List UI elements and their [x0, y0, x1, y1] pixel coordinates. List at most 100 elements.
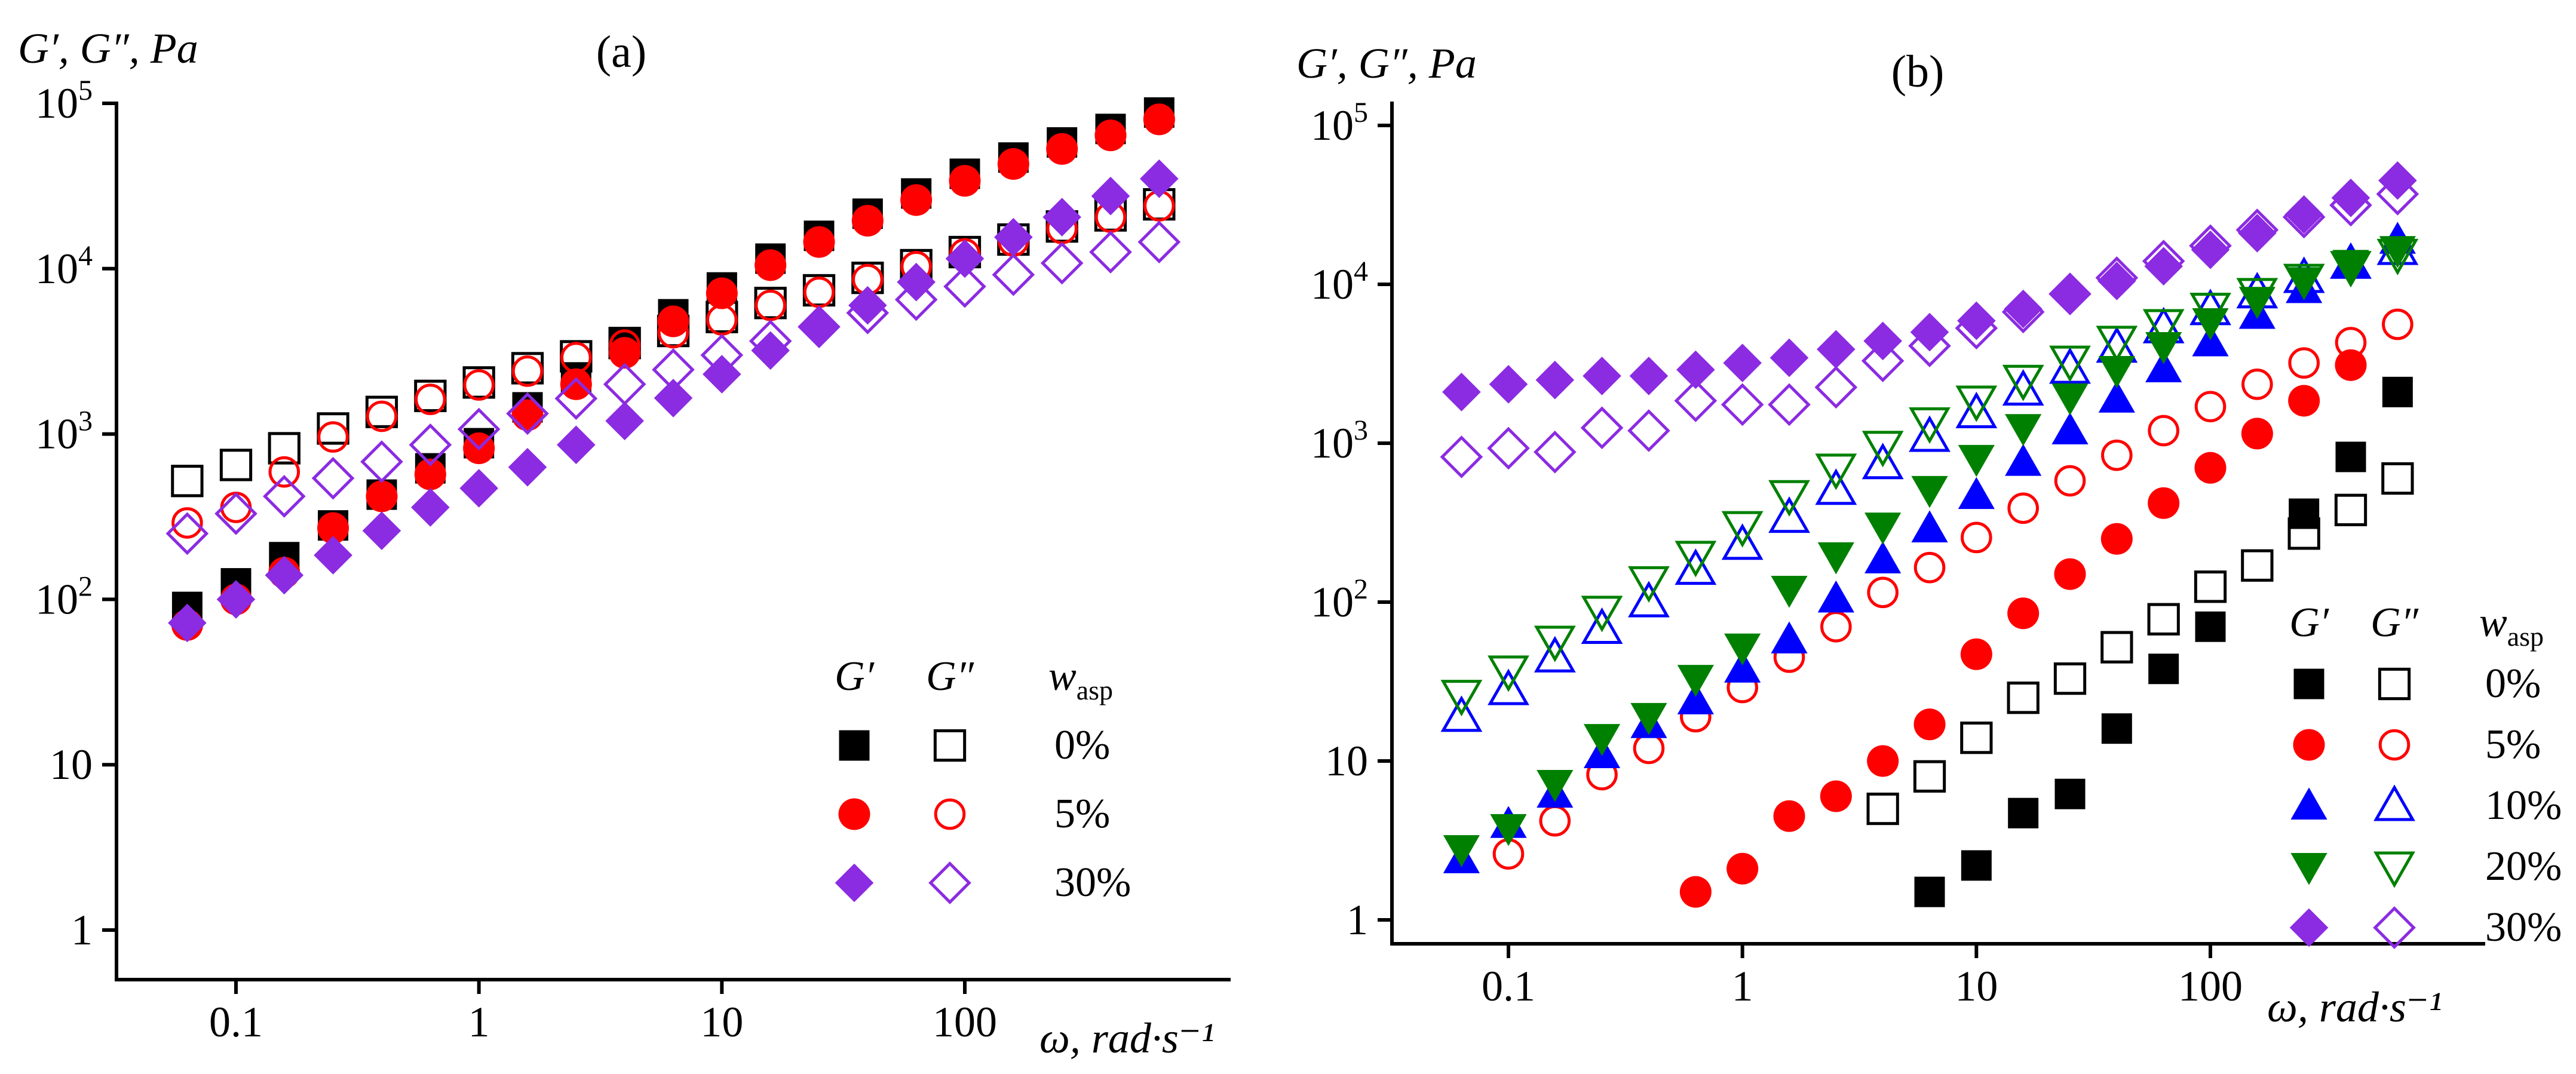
- panel-b-label: (b): [1891, 47, 1945, 97]
- data-point-gprime: [609, 337, 641, 369]
- data-point-gdoubleprime: [2288, 347, 2320, 379]
- data-point-gdoubleprime: [1815, 453, 1857, 490]
- data-point-gprime: [1913, 708, 1946, 741]
- y-tick-exponent: 3: [78, 406, 93, 437]
- data-point-gdoubleprime: [1909, 407, 1951, 444]
- data-point-gprime: [2144, 247, 2183, 286]
- data-point-gdoubleprime: [171, 465, 204, 498]
- data-point-gprime: [1914, 876, 1945, 907]
- panel-a-ylabel: G′, G″, Pa: [18, 24, 198, 72]
- x-tick-label: 10: [700, 998, 743, 1046]
- data-point-gprime: [1864, 541, 1902, 573]
- data-point-gprime: [2378, 161, 2417, 200]
- data-point-gdoubleprime: [2096, 326, 2138, 363]
- data-point-gprime: [949, 165, 981, 197]
- data-point-gprime: [317, 512, 349, 544]
- legend-label: 0%: [1054, 722, 1110, 768]
- data-point-gdoubleprime: [1440, 435, 1483, 478]
- y-tick-exponent: 2: [78, 570, 93, 602]
- data-point-gdoubleprime: [1768, 480, 1810, 517]
- data-point-gprime: [2050, 276, 2090, 315]
- data-point-gprime: [2098, 380, 2135, 413]
- data-point-gdoubleprime: [603, 363, 646, 406]
- x-tick-label: 1: [468, 998, 490, 1046]
- data-point-gprime: [265, 556, 304, 595]
- data-point-gdoubleprime: [2049, 345, 2091, 382]
- data-point-gdoubleprime: [706, 304, 738, 336]
- data-point-gdoubleprime: [2007, 681, 2040, 714]
- data-point-gprime: [2054, 558, 2086, 590]
- y-tick-base: 10: [35, 575, 78, 623]
- legend-label: 5%: [2485, 722, 2541, 768]
- legend-marker-gdoubleprime: [934, 798, 966, 830]
- y-tick-label: 105: [35, 75, 93, 127]
- data-point-gprime: [1535, 360, 1575, 400]
- data-point-gprime: [1770, 338, 1809, 378]
- data-point-gdoubleprime: [1908, 324, 1951, 367]
- data-point-gprime: [1817, 542, 1854, 575]
- y-tick-label: 102: [1311, 573, 1368, 626]
- data-point-gprime: [1911, 510, 1948, 542]
- data-point-gprime: [1537, 769, 1574, 802]
- legend-header-gdoubleprime: G″: [2370, 600, 2419, 646]
- data-point-gdoubleprime: [2382, 308, 2414, 340]
- legend-header-w: w: [1048, 653, 1077, 699]
- data-point-gprime: [803, 226, 835, 258]
- x-tick-label: 100: [933, 998, 997, 1046]
- data-point-gprime: [560, 368, 592, 400]
- data-point-gprime: [2284, 195, 2323, 234]
- data-point-gdoubleprime: [1913, 760, 1946, 793]
- data-point-gprime: [1677, 665, 1714, 697]
- data-point-gdoubleprime: [755, 289, 786, 321]
- y-tick-base: 10: [1311, 578, 1354, 626]
- data-point-gprime: [2382, 376, 2413, 407]
- legend-marker-gprime: [2290, 787, 2327, 820]
- data-point-gdoubleprime: [219, 449, 253, 481]
- y-tick-label: 10: [50, 741, 93, 788]
- data-point-gdoubleprime: [2147, 603, 2180, 636]
- data-point-gdoubleprime: [214, 492, 257, 535]
- data-point-gprime: [2335, 349, 2367, 381]
- data-point-gdoubleprime: [506, 392, 549, 435]
- data-point-gprime: [1724, 650, 1761, 683]
- y-tick-exponent: 5: [78, 75, 93, 106]
- data-point-gdoubleprime: [171, 507, 203, 539]
- data-point-gprime: [1583, 724, 1621, 756]
- data-point-gdoubleprime: [457, 407, 501, 451]
- data-point-gdoubleprime: [2002, 369, 2044, 406]
- data-point-gprime: [1490, 814, 1527, 846]
- data-point-gdoubleprime: [2381, 462, 2414, 495]
- data-point-gprime: [848, 286, 887, 325]
- data-point-gdoubleprime: [2194, 391, 2227, 423]
- data-point-gdoubleprime: [1488, 668, 1529, 705]
- data-point-gdoubleprime: [1721, 511, 1764, 548]
- data-point-gdoubleprime: [1534, 625, 1576, 662]
- data-point-gdoubleprime: [268, 432, 300, 465]
- legend-marker-gprime: [835, 863, 874, 903]
- data-point-gdoubleprime: [1867, 576, 1899, 609]
- legend-marker-gprime: [2293, 729, 2325, 761]
- legend-marker-gprime: [2289, 908, 2329, 947]
- legend-marker-gdoubleprime: [928, 861, 971, 904]
- data-point-gprime: [2379, 236, 2416, 268]
- data-point-gprime: [1910, 312, 1949, 352]
- data-point-gprime: [2192, 308, 2229, 340]
- data-point-gprime: [414, 458, 446, 490]
- data-point-gdoubleprime: [1862, 443, 1904, 480]
- legend-marker-gprime: [838, 798, 870, 830]
- data-point-gprime: [1957, 301, 1996, 340]
- data-point-gdoubleprime: [1955, 385, 1998, 422]
- data-point-gdoubleprime: [1960, 721, 1993, 754]
- data-point-gdoubleprime: [1675, 541, 1717, 578]
- y-tick-base: 10: [1311, 260, 1354, 308]
- data-point-gprime: [2195, 611, 2226, 642]
- data-point-gprime: [945, 239, 985, 278]
- data-point-gprime: [2191, 230, 2230, 269]
- data-point-gprime: [168, 603, 207, 643]
- data-point-gprime: [366, 480, 398, 513]
- data-point-gprime: [1958, 444, 1995, 477]
- data-point-gdoubleprime: [1539, 805, 1571, 837]
- data-point-gdoubleprime: [1627, 409, 1670, 452]
- y-tick-label: 102: [35, 570, 93, 623]
- legend-header-gprime: G′: [2289, 600, 2330, 646]
